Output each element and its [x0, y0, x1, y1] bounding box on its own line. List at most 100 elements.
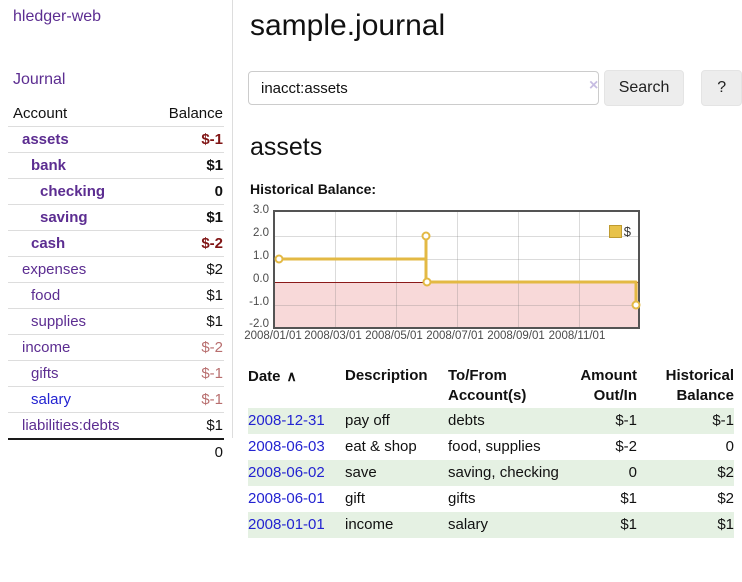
transaction-description: income [345, 516, 394, 533]
transaction-date-link[interactable]: 2008-06-01 [248, 490, 325, 507]
y-tick-label: -2.0 [249, 318, 269, 330]
x-tick-label: 2008/09/01 [487, 330, 545, 342]
account-link-checking[interactable]: checking [40, 183, 106, 200]
transaction-date-link[interactable]: 2008-12-31 [248, 412, 325, 429]
account-row: liabilities:debts $1 [8, 412, 224, 439]
account-row: saving $1 [8, 204, 224, 231]
accounts-col-balance: Balance [168, 105, 223, 122]
account-link-bank[interactable]: bank [31, 157, 67, 174]
account-link-supplies[interactable]: supplies [31, 313, 87, 330]
accounts-total-value: 0 [149, 438, 224, 465]
account-balance: $-1 [149, 360, 224, 387]
transaction-balance: $2 [717, 490, 734, 507]
account-balance: $-1 [149, 126, 224, 153]
clear-search-icon[interactable]: × [589, 77, 599, 94]
account-balance: $-2 [149, 334, 224, 361]
accounts-table: Account Balance assets $-1 bank $1 check… [8, 101, 224, 465]
data-point-marker [422, 277, 432, 287]
chart-legend: $ [608, 224, 631, 239]
transaction-description: pay off [345, 412, 390, 429]
sort-asc-icon: ∧ [286, 368, 297, 384]
transaction-description: gift [345, 490, 366, 507]
gridline [396, 212, 397, 327]
transaction-amount: $1 [620, 516, 637, 533]
transaction-date-link[interactable]: 2008-01-01 [248, 516, 325, 533]
account-link-expenses[interactable]: expenses [22, 261, 87, 278]
account-row: checking 0 [8, 178, 224, 205]
account-link-salary[interactable]: salary [31, 391, 72, 408]
sidebar: hledger-web Journal Account Balance asse… [0, 0, 233, 465]
account-link-gifts[interactable]: gifts [31, 365, 59, 382]
gridline [275, 236, 638, 237]
transaction-amount: 0 [628, 464, 637, 481]
transaction-amount: $1 [620, 490, 637, 507]
legend-swatch-icon [608, 225, 622, 238]
account-row: expenses $2 [8, 256, 224, 283]
transaction-date-link[interactable]: 2008-06-02 [248, 464, 325, 481]
register-row: 2008-06-03 eat & shop food, supplies $-2… [248, 434, 734, 460]
chart-plot-area: $ [273, 210, 641, 329]
register-table: Date ∧ Description To/From Account(s) Amo… [248, 364, 734, 538]
register-col-date[interactable]: Date ∧ [248, 368, 297, 385]
account-row: supplies $1 [8, 308, 224, 335]
register-row: 2008-12-31 pay off debts $-1 $-1 [248, 408, 734, 434]
x-tick-label: 2008/05/01 [365, 330, 423, 342]
transaction-amount: $-2 [615, 438, 637, 455]
data-point-marker [631, 300, 641, 310]
account-link-saving[interactable]: saving [40, 209, 88, 226]
accounts-col-account: Account [13, 105, 68, 122]
balance-series-line [274, 231, 641, 310]
account-balance: $1 [149, 282, 224, 309]
gridline [275, 259, 638, 260]
transaction-date-link[interactable]: 2008-06-03 [248, 438, 325, 455]
transaction-balance: 0 [725, 438, 734, 455]
account-link-food[interactable]: food [31, 287, 61, 304]
register-row: 2008-06-02 save saving, checking 0 $2 [248, 460, 734, 486]
account-row: salary $-1 [8, 386, 224, 413]
transaction-amount: $-1 [615, 412, 637, 429]
register-col-amount: Amount Out/In [580, 367, 637, 404]
gridline [275, 305, 638, 306]
y-tick-label: 2.0 [253, 227, 269, 239]
transaction-accounts: debts [448, 412, 485, 429]
account-row: assets $-1 [8, 126, 224, 153]
register-row: 2008-06-01 gift gifts $1 $2 [248, 486, 734, 512]
gridline [457, 212, 458, 327]
account-balance: 0 [149, 178, 224, 205]
account-balance: $1 [149, 204, 224, 231]
y-tick-label: 0.0 [253, 273, 269, 285]
account-heading: assets [250, 133, 323, 161]
sidebar-item-journal[interactable]: Journal [13, 71, 66, 88]
app-brand-link[interactable]: hledger-web [13, 8, 102, 25]
data-point-marker [421, 231, 431, 241]
transaction-description: save [345, 464, 377, 481]
negative-region [275, 282, 638, 327]
search-button[interactable]: Search [603, 70, 685, 106]
gridline [335, 212, 336, 327]
accounts-header-row: Account Balance [8, 101, 224, 127]
help-button[interactable]: ? [701, 70, 742, 106]
register-header-row: Date ∧ Description To/From Account(s) Amo… [248, 364, 734, 408]
account-link-income[interactable]: income [22, 339, 71, 356]
account-row: income $-2 [8, 334, 224, 361]
account-balance: $1 [149, 152, 224, 179]
account-row: bank $1 [8, 152, 224, 179]
account-link-cash[interactable]: cash [31, 235, 66, 252]
chart-title: Historical Balance: [250, 181, 377, 197]
account-row: gifts $-1 [8, 360, 224, 387]
account-balance: $1 [149, 308, 224, 335]
transaction-balance: $2 [717, 464, 734, 481]
transaction-accounts: food, supplies [448, 438, 541, 455]
account-balance: $2 [149, 256, 224, 283]
search-input[interactable] [248, 71, 599, 105]
data-point-marker [274, 254, 284, 264]
account-link-liabilities-debts[interactable]: liabilities:debts [22, 417, 120, 434]
accounts-total-row: 0 [8, 438, 224, 465]
account-row: food $1 [8, 282, 224, 309]
y-tick-label: 1.0 [253, 250, 269, 262]
account-link-assets[interactable]: assets [22, 131, 69, 148]
transaction-description: eat & shop [345, 438, 417, 455]
x-tick-label: 2008/07/01 [426, 330, 484, 342]
register-col-tofrom: To/From Account(s) [448, 367, 527, 404]
legend-label: $ [623, 224, 631, 239]
